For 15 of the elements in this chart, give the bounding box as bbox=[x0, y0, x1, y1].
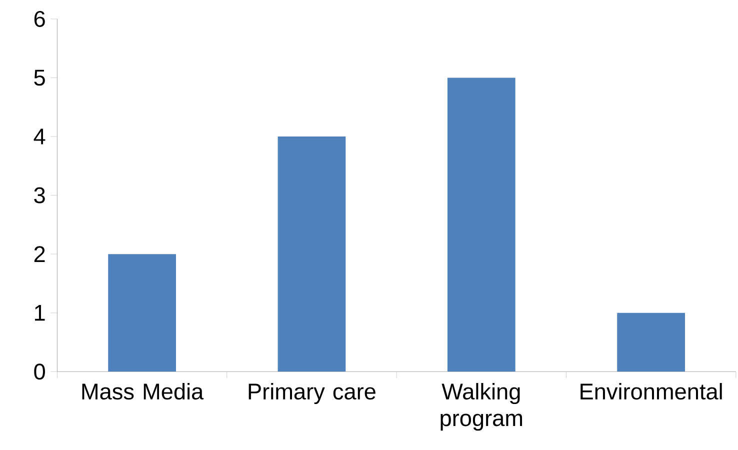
x-tick-label: Walking program bbox=[440, 382, 522, 431]
bar bbox=[447, 78, 516, 372]
y-tick-label: 5 bbox=[34, 70, 45, 86]
y-tick-label: 4 bbox=[34, 128, 46, 144]
y-tick-label: 3 bbox=[34, 187, 45, 204]
bar bbox=[108, 254, 176, 372]
y-tick-label: 6 bbox=[34, 10, 45, 27]
x-tick-label: Environmental bbox=[580, 382, 722, 400]
bar bbox=[278, 136, 346, 372]
y-tick-label: 1 bbox=[35, 304, 45, 321]
x-tick-label: Mass Media bbox=[82, 382, 204, 400]
y-tick-label: 0 bbox=[34, 364, 45, 380]
y-tick-label: 2 bbox=[34, 246, 45, 262]
x-tick-label: Primary care bbox=[248, 382, 376, 404]
bar bbox=[617, 312, 685, 372]
